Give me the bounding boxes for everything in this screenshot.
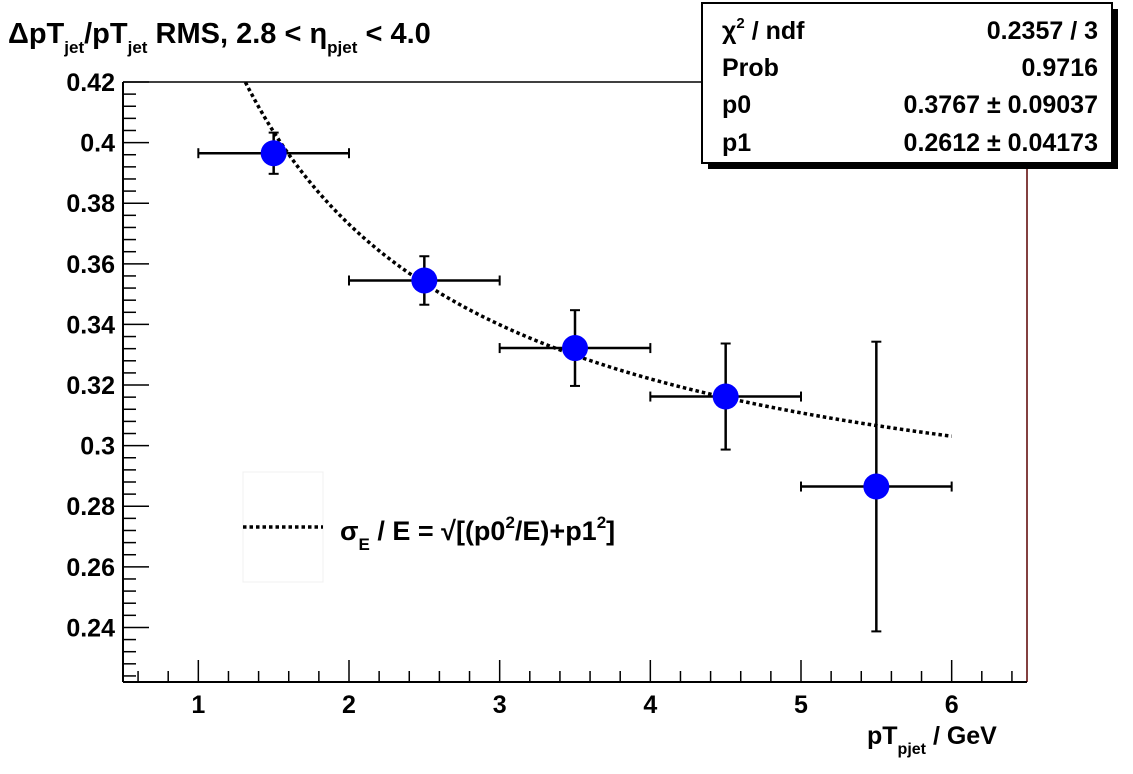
legend-sup-2: 2 <box>597 513 606 532</box>
legend-sigma: σ <box>340 516 358 546</box>
title-sub-pjet: pjet <box>327 38 358 57</box>
title-upper-bound: < 4.0 <box>357 18 430 50</box>
legend-text-2: [(p0 <box>456 516 506 546</box>
xlabel-sub-pjet: pjet <box>898 741 927 758</box>
stats-value-p1: 0.2612 ± 0.04173 <box>904 129 1098 157</box>
title-rms-range: RMS, 2.8 < <box>147 18 309 50</box>
stats-value-chi2: 0.2357 / 3 <box>987 17 1098 45</box>
x-tick-label: 6 <box>945 691 959 719</box>
legend-text-1: / E = <box>370 516 441 546</box>
title-slash-pt: /pT <box>84 18 128 50</box>
y-tick-label: 0.28 <box>66 493 115 521</box>
y-axis-ticks: 0.24 0.26 0.28 0.3 0.32 0.34 0.36 0.38 0.4 0.42 <box>66 69 149 677</box>
stats-value-p0: 0.3767 ± 0.09037 <box>904 91 1098 119</box>
legend-sup-1: 2 <box>505 513 514 532</box>
x-axis-ticks: 1 2 3 4 5 6 <box>137 660 1013 719</box>
stats-box: χ2 / ndf 0.2357 / 3 Prob 0.9716 p0 0.376… <box>701 2 1118 169</box>
x-tick-label: 3 <box>493 691 507 719</box>
fit-curve <box>243 81 952 438</box>
y-tick-label: 0.4 <box>80 130 115 158</box>
y-tick-label: 0.26 <box>66 554 115 582</box>
data-points-layer <box>197 131 953 633</box>
y-tick-label: 0.24 <box>66 614 115 642</box>
data-point <box>260 140 287 167</box>
chart-title: ΔpTjet/pTjet RMS, 2.8 < ηpjet < 4.0 <box>8 18 431 57</box>
x-axis-label: pTpjet / GeV <box>867 722 997 758</box>
title-pt: pT <box>29 18 65 50</box>
stats-chi-sup: 2 <box>736 15 744 32</box>
x-tick-label: 5 <box>794 691 808 719</box>
y-tick-label: 0.32 <box>66 372 115 400</box>
stats-ndf: / ndf <box>745 17 805 45</box>
y-tick-label: 0.36 <box>66 251 115 279</box>
legend-text-3: /E)+p1 <box>515 516 597 546</box>
legend-fit-formula: σE / E = √[(p02/E)+p12] <box>340 513 615 554</box>
x-tick-label: 2 <box>342 691 356 719</box>
xlabel-pt: pT <box>867 722 898 750</box>
stats-chi: χ <box>722 17 737 45</box>
title-eta: η <box>309 18 327 50</box>
stats-value-prob: 0.9716 <box>1022 54 1098 82</box>
x-tick-label: 1 <box>191 691 205 719</box>
stats-box-frame <box>701 2 1113 164</box>
y-tick-label: 0.42 <box>66 69 115 97</box>
y-tick-label: 0.34 <box>66 311 115 339</box>
title-sub-jet-1: jet <box>63 38 84 57</box>
fit-curve-layer <box>243 81 952 438</box>
legend-text-4: ] <box>606 516 615 546</box>
y-tick-label: 0.3 <box>80 433 115 461</box>
stats-label-prob: Prob <box>722 54 779 82</box>
title-delta: Δ <box>8 18 29 50</box>
legend-sqrt: √ <box>441 516 456 546</box>
data-point <box>562 335 588 362</box>
title-sub-jet-2: jet <box>127 38 148 57</box>
data-point <box>712 383 739 410</box>
data-point <box>411 267 438 294</box>
stats-label-chi2: χ2 / ndf <box>722 15 805 45</box>
stats-label-p0: p0 <box>722 91 751 119</box>
legend: σE / E = √[(p02/E)+p12] <box>242 471 615 583</box>
x-tick-label: 4 <box>643 691 657 719</box>
legend-sub-e: E <box>358 535 369 554</box>
stats-label-p1: p1 <box>722 129 751 157</box>
y-tick-label: 0.38 <box>66 190 115 218</box>
xlabel-unit: / GeV <box>926 722 997 750</box>
data-point <box>863 473 890 500</box>
